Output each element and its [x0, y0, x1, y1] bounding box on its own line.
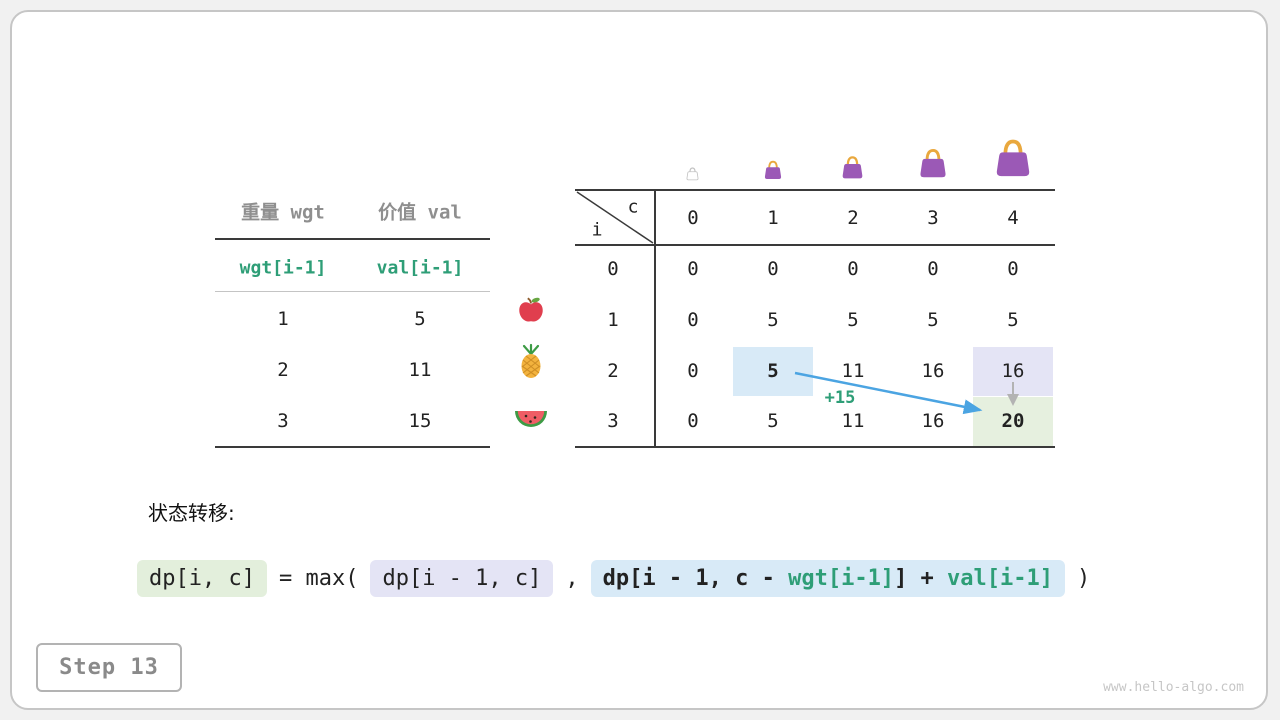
- transition-arrow: [794, 371, 983, 415]
- site-watermark: www.hello-algo.com: [1103, 680, 1244, 695]
- formula-comma: ,: [565, 566, 579, 591]
- formula-option-take: dp[i - 1, c - wgt[i-1]] + val[i-1]: [590, 560, 1066, 597]
- items-table-formula-rule: [215, 291, 490, 292]
- bag-icon-capacity-3: [920, 148, 946, 178]
- apple-icon: [519, 297, 543, 322]
- items-table-header-rule: [215, 238, 490, 240]
- dp-table-bottom-rule: [575, 446, 1055, 448]
- dp-table-header-rule: [575, 244, 1055, 246]
- formula-close-paren: ): [1077, 566, 1091, 591]
- bag-icon-capacity-2: [842, 156, 863, 179]
- dp-highlight-source-cell: [733, 347, 813, 396]
- formula-take-val: val[i-1]: [947, 566, 1054, 591]
- bag-icon-capacity-1: [764, 160, 782, 180]
- corner-diagonal-line: [576, 191, 654, 244]
- watermelon-icon: [515, 411, 547, 427]
- transition-formula: dp[i, c] = max( dp[i - 1, c] , dp[i - 1,…: [137, 560, 1090, 597]
- step-badge: Step 13: [36, 643, 182, 692]
- formula-take-wgt: wgt[i-1]: [788, 566, 895, 591]
- formula-take-mid: ] +: [894, 566, 948, 591]
- formula-lhs: dp[i, c]: [137, 560, 267, 597]
- items-table-bottom-rule: [215, 446, 490, 448]
- dp-table-vertical-rule: [654, 189, 656, 448]
- transition-heading: 状态转移:: [148, 501, 235, 525]
- formula-take-prefix: dp[i - 1, c -: [602, 566, 789, 591]
- pineapple-icon: [521, 343, 541, 378]
- formula-equals-max: = max(: [278, 566, 359, 591]
- formula-option-keep: dp[i - 1, c]: [370, 560, 554, 597]
- bag-icon-capacity-4: [996, 139, 1030, 177]
- dp-table-top-rule: [575, 189, 1055, 191]
- empty-bag-icon: [686, 167, 699, 181]
